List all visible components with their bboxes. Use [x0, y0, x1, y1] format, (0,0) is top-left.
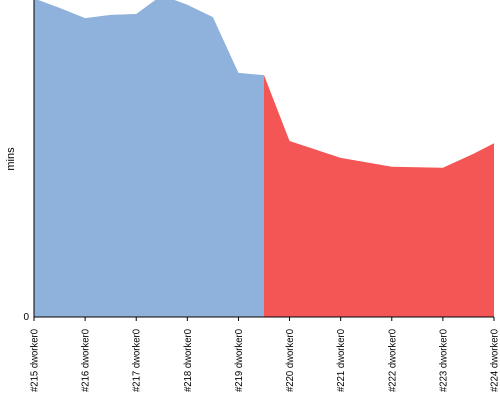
x-tick-label: #218 dworker0 — [183, 329, 194, 392]
y-tick-label: 0 — [23, 312, 29, 323]
y-ticks: 0 — [23, 312, 29, 323]
area-series-1 — [264, 75, 494, 317]
y-axis-label: mins — [5, 147, 17, 171]
x-tick-label: #224 dworker0 — [490, 329, 500, 392]
area-series-0 — [34, 0, 264, 317]
x-tick-label: #219 dworker0 — [234, 329, 245, 392]
x-tick-label: #217 dworker0 — [132, 329, 143, 392]
x-tick-label: #223 dworker0 — [438, 329, 449, 392]
x-ticks: #215 dworker0 #216 dworker0 #217 dworker0 #… — [30, 317, 500, 392]
x-tick-label: #221 dworker0 — [336, 329, 347, 392]
x-tick-label: #216 dworker0 — [81, 329, 92, 392]
x-tick-label: #215 dworker0 — [30, 329, 41, 392]
x-tick-label: #222 dworker0 — [387, 329, 398, 392]
x-tick-label: #220 dworker0 — [285, 329, 296, 392]
areas-layer — [34, 0, 494, 317]
